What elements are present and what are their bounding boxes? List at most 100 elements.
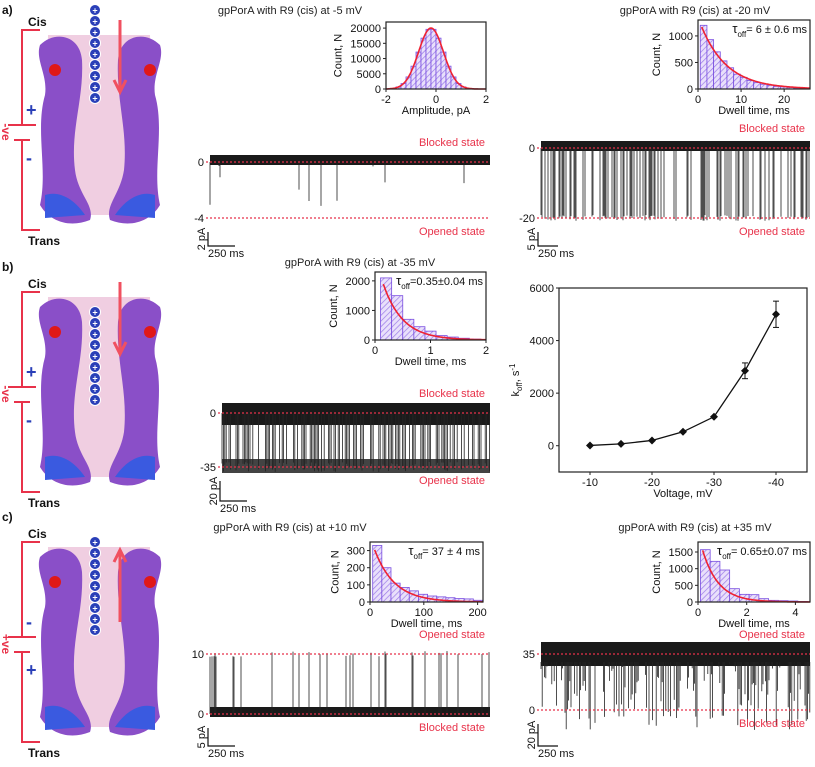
fit-curve (700, 26, 811, 89)
x-tick-label: 200 (468, 607, 486, 619)
acidic-residue (144, 326, 156, 338)
arginine-bead (89, 92, 101, 104)
histogram-bar (380, 277, 393, 341)
protein-wall-left (38, 548, 91, 736)
x-axis-label: Dwell time, ms (391, 618, 463, 630)
data-point (586, 441, 594, 450)
translocation-arrow (112, 20, 128, 96)
level-label: -20 (519, 213, 535, 225)
bead-charge: + (92, 341, 97, 351)
y-tick-label: 10000 (350, 54, 381, 66)
x-axis-label: Dwell time, ms (718, 105, 790, 117)
bead-charge: + (92, 374, 97, 384)
pore-illustrations: ++++++++++--veCisTrans++++++++++--veCisT… (0, 4, 162, 760)
protein-wall-left (38, 298, 91, 486)
top-state-label: Opened state (739, 629, 805, 641)
basic-residues-right (115, 193, 155, 218)
x-tick-label: 10 (735, 94, 747, 106)
series-line (589, 313, 777, 447)
tau-value: = 6 ± 0.6 ms (746, 24, 807, 36)
bead-charge: + (92, 582, 97, 592)
level-label: 0 (198, 709, 204, 721)
histogram-bar (733, 73, 741, 90)
y-axis-label: koff, s-1 (508, 363, 524, 397)
x-axis-label: Dwell time, ms (718, 618, 790, 630)
y-axis-label: Count, N (328, 284, 340, 327)
cis-label: Cis (28, 15, 47, 29)
tau-symbol: τ (732, 21, 738, 36)
scale-bar (537, 232, 558, 247)
tau-subscript: off (722, 552, 732, 561)
tau-symbol: τ (717, 543, 723, 558)
tau-annotation: τoff= 37 ± 4 ms (408, 543, 480, 561)
panel-label-c: c) (2, 510, 13, 524)
tau-annotation: τoff= 0.65±0.07 ms (717, 543, 807, 561)
circuit-wire (21, 541, 40, 743)
scale-bar-x-label: 250 ms (208, 748, 245, 760)
y-tick-label: 4000 (530, 336, 554, 348)
bead-charge: + (92, 94, 97, 104)
y-axis-label: Count, N (330, 550, 342, 593)
y-tick-label: 0 (548, 441, 554, 453)
bottom-state-label: Blocked state (739, 718, 805, 730)
scale-bar (207, 232, 235, 247)
bead-charge: + (92, 615, 97, 625)
trace-events (209, 651, 490, 714)
data-point (772, 310, 780, 319)
voltage-polarity: -ve (0, 385, 13, 403)
histogram-bar (739, 76, 748, 90)
x-tick-label: 0 (695, 607, 701, 619)
bead-charge: + (92, 61, 97, 71)
bead-charge: + (92, 560, 97, 570)
chart-a2: τoff= 6 ± 0.6 ms 0 10 20 0 500 1000 Dwell time,… (651, 19, 811, 117)
y-tick-label: 0 (359, 597, 365, 609)
y-tick-label: 1500 (669, 547, 693, 559)
x-tick-label: 2 (483, 345, 489, 357)
trace-noise-band (210, 155, 490, 165)
level-label: 35 (523, 649, 535, 661)
trace-events (221, 413, 490, 472)
title-a2: gpPorA with R9 (cis) at -20 mV (620, 5, 771, 17)
chart-b1: τoff=0.35±0.04 ms 0 1 2 0 1000 2000 Dwell time,… (328, 271, 489, 368)
tau-subscript: off (414, 552, 424, 561)
y-tick-label: 6000 (530, 283, 554, 295)
acidic-residue (144, 64, 156, 76)
y-axis-label: Count, N (333, 34, 345, 77)
level-label: 0 (529, 705, 535, 717)
y-tick-label: 500 (675, 580, 693, 592)
y-tick-label: 500 (675, 57, 693, 69)
acidic-residue (144, 576, 156, 588)
circuit-wire (21, 291, 40, 493)
x-axis-label: Voltage, mV (653, 488, 713, 500)
translocation-arrow (112, 546, 128, 622)
x-tick-label: 4 (792, 607, 798, 619)
scale-bar (537, 724, 558, 747)
tau-value: =0.35±0.04 ms (410, 276, 483, 288)
tau-symbol: τ (408, 543, 414, 558)
x-tick-label: -10 (582, 477, 598, 489)
protein-wall-left (38, 36, 91, 224)
level-label: 0 (529, 143, 535, 155)
chart-c1: τoff= 37 ± 4 ms 0 100 200 0 100 200 300 Dwell ti… (330, 541, 487, 630)
top-state-label: Blocked state (739, 123, 805, 135)
axes-frame (558, 287, 808, 473)
bead-charge: + (92, 538, 97, 548)
basic-residues-left (45, 193, 85, 218)
scale-bar-y-label: 2 pA (196, 227, 208, 250)
protein-wall-right (108, 548, 162, 736)
data-point (741, 366, 749, 375)
y-tick-label: 200 (347, 563, 365, 575)
trans-label: Trans (28, 746, 60, 760)
tau-symbol: τ (396, 273, 402, 288)
histogram-bar (402, 318, 415, 341)
histogram-bar (753, 82, 761, 90)
scale-bar-x-label: 250 ms (538, 748, 575, 760)
axes-frame (697, 19, 811, 90)
bead-charge: + (92, 549, 97, 559)
x-tick-label: 0 (367, 607, 373, 619)
